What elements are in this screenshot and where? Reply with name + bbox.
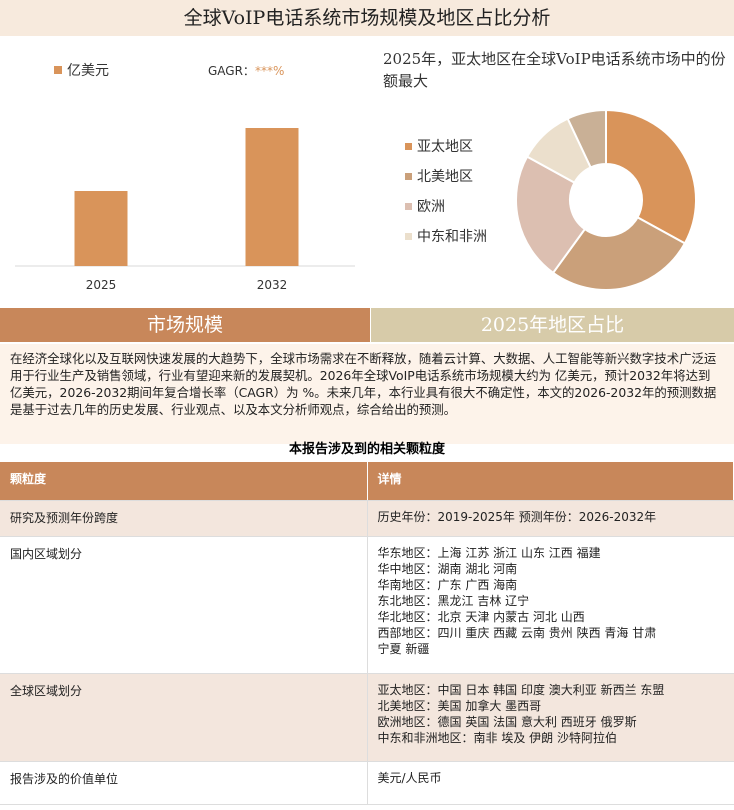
table-cell: 研究及预测年份跨度 xyxy=(0,500,368,537)
legend-label: 北美地区 xyxy=(417,169,473,185)
legend-swatch xyxy=(405,233,412,240)
bar xyxy=(245,128,299,266)
table-cell: 美元/人民币 xyxy=(367,761,734,805)
table-cell: 全球区域划分 xyxy=(0,673,368,762)
table-header: 颗粒度 xyxy=(0,462,368,501)
cell-line: 欧洲地区：德国 英国 法国 意大利 西班牙 俄罗斯 xyxy=(377,715,637,729)
legend-label: 中东和非洲 xyxy=(417,229,487,245)
x-tick-label: 2032 xyxy=(257,278,288,292)
legend-item: 北美地区 xyxy=(405,168,497,186)
table: 颗粒度 详情 研究及预测年份跨度 历史年份：2019-2025年 预测年份：2026… xyxy=(0,462,734,805)
table-cell: 历史年份：2019-2025年 预测年份：2026-2032年 xyxy=(367,500,734,537)
cell-line: 西部地区：四川 重庆 西藏 云南 贵州 陕西 青海 甘肃 xyxy=(377,626,657,640)
gagr: GAGR：***% xyxy=(208,64,284,78)
pie-slice xyxy=(566,108,607,169)
table-row: 报告涉及的价值单位 美元/人民币 xyxy=(0,761,734,805)
section-label: 市场规模 xyxy=(0,308,370,342)
table-row: 国内区域划分 华东地区：上海 江苏 浙江 山东 江西 福建 华中地区：湖南 湖北 河… xyxy=(0,536,734,674)
charts: 亿美元 GAGR：***% 2025 2032 xyxy=(15,63,697,292)
page-title: 全球VoIP电话系统市场规模及地区占比分析 xyxy=(0,0,734,36)
cell-line: 东北地区：黑龙江 吉林 辽宁 xyxy=(377,594,530,608)
legend-swatch xyxy=(54,66,62,74)
gagr-label: GAGR： xyxy=(208,64,255,78)
legend-item: 亚太地区 xyxy=(405,138,497,156)
legend-label: 亿美元 xyxy=(67,63,109,79)
table-row: 研究及预测年份跨度 历史年份：2019-2025年 预测年份：2026-2032年 xyxy=(0,500,734,537)
table-cell: 国内区域划分 xyxy=(0,536,368,674)
table-cell: 华东地区：上海 江苏 浙江 山东 江西 福建 华中地区：湖南 湖北 河南 华南地区：… xyxy=(367,536,734,674)
legend-item: 欧洲 xyxy=(405,198,497,216)
table-cell: 报告涉及的价值单位 xyxy=(0,761,368,805)
cell-line: 中东和非洲地区：南非 埃及 伊朗 沙特阿拉伯 xyxy=(377,731,617,745)
intro-box: 在经济全球化以及互联网快速发展的大趋势下，全球市场需求在不断释放，随着云计算、大… xyxy=(0,344,734,444)
legend-swatch xyxy=(405,203,412,210)
bar xyxy=(74,191,128,266)
legend-swatch xyxy=(405,143,412,150)
legend-item: 中东和非洲 xyxy=(405,228,497,246)
table-row: 全球区域划分 亚太地区：中国 日本 韩国 印度 澳大利亚 新西兰 东盟 北美地区：美… xyxy=(0,673,734,762)
cell-line: 亚太地区：中国 日本 韩国 印度 澳大利亚 新西兰 东盟 xyxy=(377,683,665,697)
cell-line: 华中地区：湖南 湖北 河南 xyxy=(377,562,518,576)
legend-swatch xyxy=(405,173,412,180)
pie-slice xyxy=(515,155,587,275)
gagr-value: ***% xyxy=(255,64,284,78)
table-header: 详情 xyxy=(367,462,734,501)
legend-label: 欧洲 xyxy=(417,199,445,215)
pie-title: 2025年，亚太地区在全球VoIP电话系统市场中的份额最大 xyxy=(383,50,726,90)
cell-line: 华南地区：广东 广西 海南 xyxy=(377,578,518,592)
cell-line: 历史年份：2019-2025年 预测年份：2026-2032年 xyxy=(377,510,657,524)
table-cell: 亚太地区：中国 日本 韩国 印度 澳大利亚 新西兰 东盟 北美地区：美国 加拿大 … xyxy=(367,673,734,762)
cell-line: 美元/人民币 xyxy=(377,771,442,785)
x-tick-label: 2025 xyxy=(86,278,117,292)
section-label: 2025年地区占比 xyxy=(371,308,734,342)
pie-slice xyxy=(605,108,697,245)
intro-text: 在经济全球化以及互联网快速发展的大趋势下，全球市场需求在不断释放，随着云计算、大… xyxy=(10,351,717,417)
table-title: 本报告涉及到的相关颗粒度 xyxy=(288,442,445,457)
cell-line: 宁夏 新疆 xyxy=(377,642,430,656)
cell-line: 华东地区：上海 江苏 浙江 山东 江西 福建 xyxy=(377,546,601,560)
cell-line: 北美地区：美国 加拿大 墨西哥 xyxy=(377,699,542,713)
cell-line: 华北地区：北京 天津 内蒙古 河北 山西 xyxy=(377,610,585,624)
legend-label: 亚太地区 xyxy=(417,139,473,155)
pie-slice xyxy=(551,215,687,291)
